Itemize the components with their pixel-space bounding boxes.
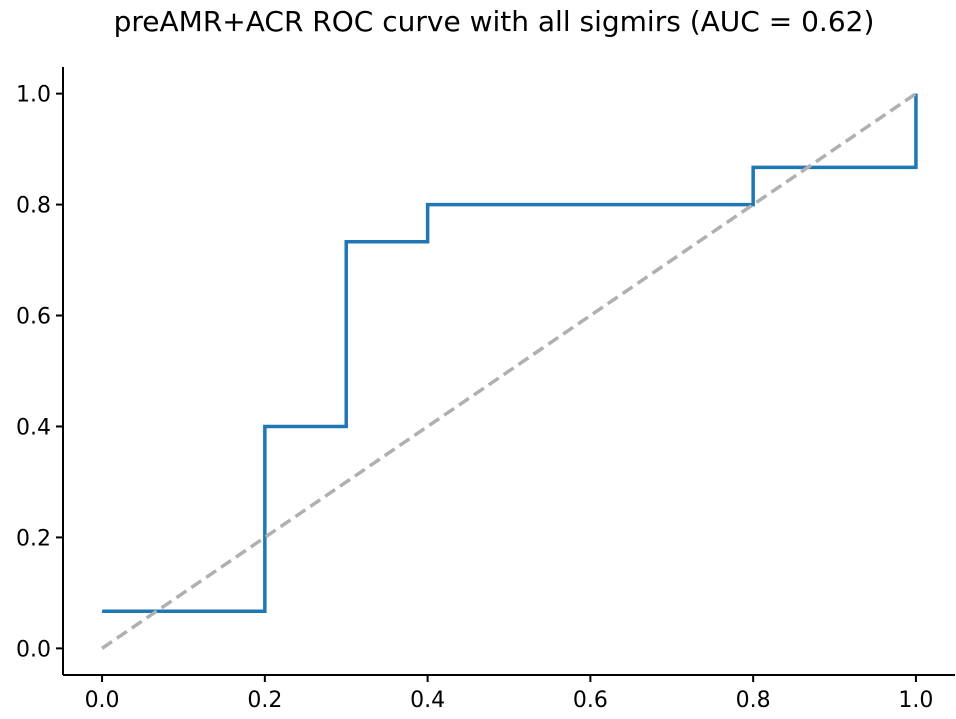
x-tick-label: 0.0 bbox=[85, 688, 120, 713]
x-tick-label: 0.4 bbox=[410, 688, 445, 713]
x-tick-label: 1.0 bbox=[898, 688, 933, 713]
x-tick-label: 0.2 bbox=[247, 688, 282, 713]
y-tick-label: 1.0 bbox=[16, 83, 51, 108]
roc-curve-line bbox=[102, 93, 918, 613]
y-tick-label: 0.2 bbox=[16, 526, 51, 551]
chance-diagonal-line bbox=[101, 92, 917, 650]
y-tick-label: 0.6 bbox=[16, 305, 51, 330]
y-tick-label: 0.8 bbox=[16, 194, 51, 219]
y-tick-label: 0.0 bbox=[16, 637, 51, 662]
y-tick-label: 0.4 bbox=[16, 415, 51, 440]
chart-title: preAMR+ACR ROC curve with all sigmirs (A… bbox=[114, 5, 875, 38]
plot-area: 0.0 0.2 0.4 0.6 0.8 1.0 0.0 0.2 0.4 0.6 0.8 1.0 bbox=[16, 67, 955, 713]
x-tick-label: 0.6 bbox=[573, 688, 608, 713]
x-tick-label: 0.8 bbox=[736, 688, 771, 713]
